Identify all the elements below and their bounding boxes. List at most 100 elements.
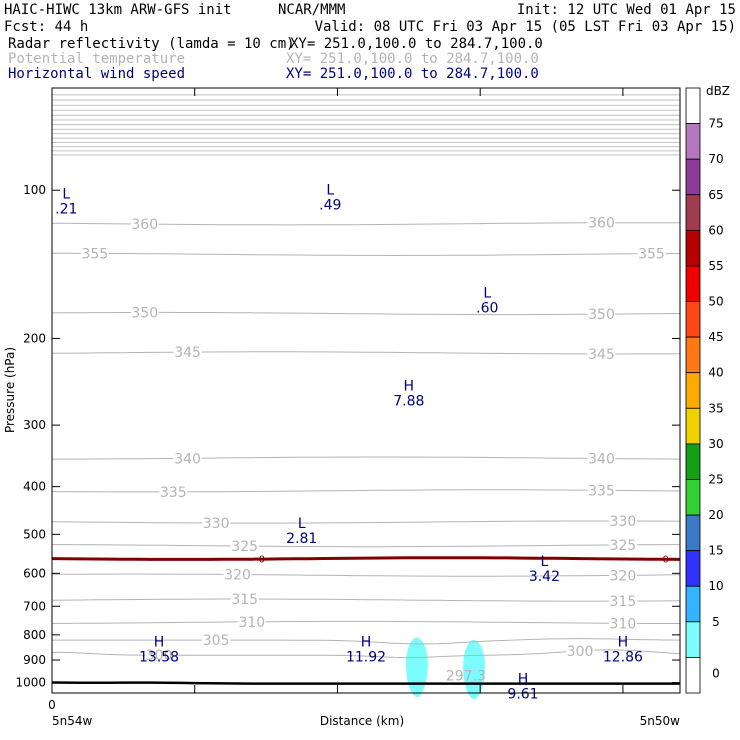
- wind-extremum-type: H: [154, 635, 165, 651]
- theta-contour-label: 325: [610, 538, 637, 554]
- theta-contour-label: 315: [231, 592, 258, 608]
- theta-contour-label: 335: [588, 483, 615, 499]
- theta-contour-label: 330: [610, 514, 637, 530]
- field-1-xy: XY= 251.0,100.0 to 284.7,100.0: [290, 36, 543, 52]
- theta-contour-line: [51, 489, 681, 493]
- colorbar-swatch: [685, 301, 701, 338]
- theta-label-mask: [587, 347, 616, 360]
- wind-extremum-value: .60: [476, 300, 498, 316]
- colorbar-level-label: 0: [712, 666, 720, 680]
- init-time: Init: 12 UTC Wed 01 Apr 15: [517, 2, 736, 18]
- theta-contour-line: [52, 620, 680, 624]
- colorbar-swatch: [685, 372, 701, 409]
- theta-label-mask: [608, 514, 637, 527]
- theta-contour-label: 315: [610, 594, 637, 610]
- freezing-level-label: 0: [259, 555, 265, 566]
- theta-label-mask: [159, 485, 188, 498]
- wind-extremum-value: 2.81: [286, 531, 317, 547]
- theta-label-mask: [587, 452, 616, 465]
- terrain-line: [51, 681, 680, 685]
- wind-extremum-value: 9.61: [507, 687, 538, 703]
- x-end-label-left: 5n54w: [52, 714, 93, 728]
- theta-contour-label: 335: [160, 485, 187, 501]
- colorbar-level-label: 10: [708, 579, 723, 593]
- theta-label-mask: [230, 540, 259, 553]
- theta-contour-label: 345: [174, 345, 201, 361]
- theta-contour-line: [52, 252, 681, 257]
- freezing-level: 0 0: [51, 555, 681, 566]
- theta-label-mask: [608, 595, 637, 608]
- colorbar-level-label: 30: [708, 437, 723, 451]
- valid-time: Valid: 08 UTC Fri 03 Apr 15 (05 LST Fri …: [315, 19, 736, 35]
- theta-contour-label: 300: [146, 648, 173, 664]
- model-title: HAIC-HIWC 13km ARW-GFS init: [4, 2, 232, 18]
- reflectivity-cell: [405, 637, 428, 698]
- theta-contour-label: 320: [224, 568, 251, 584]
- theta-label-mask: [237, 615, 266, 628]
- colorbar-level-label: 60: [708, 223, 723, 237]
- colorbar-level-label: 75: [708, 117, 723, 131]
- colorbar-level-label: 25: [708, 472, 723, 486]
- theta-contour-label: 310: [610, 616, 637, 632]
- header: HAIC-HIWC 13km ARW-GFS init NCAR/MMM Ini…: [4, 2, 736, 82]
- theta-label-mask: [173, 452, 202, 465]
- theta-contour-label: 345: [588, 347, 615, 363]
- colorbar-swatch: [685, 550, 701, 587]
- y-tick-label: 700: [23, 599, 46, 613]
- colorbar-swatch: [685, 443, 701, 480]
- theta-contour-line: [52, 544, 680, 548]
- plot-background: [52, 88, 680, 693]
- colorbar-swatch: [685, 585, 701, 623]
- theta-contour-line: [52, 456, 681, 460]
- x-axis: 0: [48, 88, 624, 712]
- theta-extra-labels: 297.3: [446, 668, 486, 684]
- colorbar-swatch: [685, 407, 701, 445]
- wind-extremum-value: .21: [55, 202, 77, 218]
- theta-label-mask: [173, 346, 202, 359]
- colorbar-swatch: [685, 479, 701, 516]
- theta-label-mask: [202, 517, 231, 530]
- colorbar-level-label: 20: [708, 508, 723, 522]
- theta-contour-line: [51, 598, 681, 602]
- colorbar-level-label: 5: [712, 615, 720, 629]
- wind-speed-extrema: L.21L.49L.60H7.88L2.81L3.42H13.58H11.92H…: [55, 182, 643, 702]
- colorbar-level-label: 70: [708, 152, 723, 166]
- plot-frame: [51, 87, 681, 694]
- org-label: NCAR/MMM: [278, 2, 345, 18]
- theta-label-mask: [587, 216, 616, 229]
- y-tick-label: 300: [23, 418, 46, 432]
- theta-contour-label: 360: [588, 216, 615, 232]
- colorbar-level-label: 45: [708, 330, 723, 344]
- upper-boundary-hatching: [52, 94, 680, 156]
- y-tick-label: 600: [23, 566, 46, 580]
- theta-contour-line: [51, 351, 681, 355]
- theta-contour-label: 310: [238, 615, 265, 631]
- x-axis-label: Distance (km): [320, 714, 404, 728]
- theta-contour-label: 320: [610, 568, 637, 584]
- theta-extra-value: 297.3: [446, 668, 486, 684]
- colorbar-swatch: [685, 194, 701, 231]
- wind-extremum-type: H: [618, 635, 629, 651]
- theta-contour-label: 305: [203, 633, 230, 649]
- theta-contour-label: 300: [567, 644, 594, 660]
- wind-extremum-value: .49: [319, 197, 341, 213]
- colorbar-level-label: 40: [708, 366, 723, 380]
- field-1-name: Radar reflectivity (lamda = 10 cm): [8, 36, 295, 52]
- colorbar-swatch: [685, 158, 701, 196]
- wind-extremum-value: 11.92: [346, 650, 386, 666]
- wind-extremum-type: L: [326, 182, 334, 198]
- theta-label-mask: [608, 617, 637, 630]
- colorbar-swatch: [685, 87, 701, 124]
- theta-label-mask: [608, 569, 637, 582]
- x-tick-label: 0: [48, 698, 56, 712]
- colorbar-swatch: [685, 657, 701, 694]
- y-tick-label: 800: [23, 628, 46, 642]
- wind-extremum-type: L: [483, 285, 491, 301]
- field-3-name: Horizontal wind speed: [8, 66, 185, 82]
- colorbar-swatch: [685, 265, 701, 302]
- theta-label-mask: [223, 568, 252, 581]
- colorbar-swatch: [685, 229, 701, 267]
